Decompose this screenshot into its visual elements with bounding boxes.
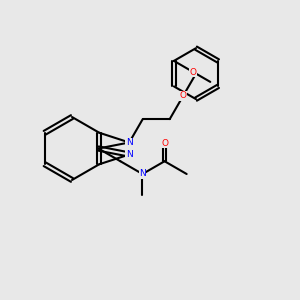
- Text: N: N: [126, 138, 133, 147]
- Text: N: N: [126, 150, 133, 159]
- Text: O: O: [190, 68, 197, 76]
- Text: O: O: [161, 139, 168, 148]
- Text: O: O: [180, 91, 187, 100]
- Text: N: N: [139, 169, 146, 178]
